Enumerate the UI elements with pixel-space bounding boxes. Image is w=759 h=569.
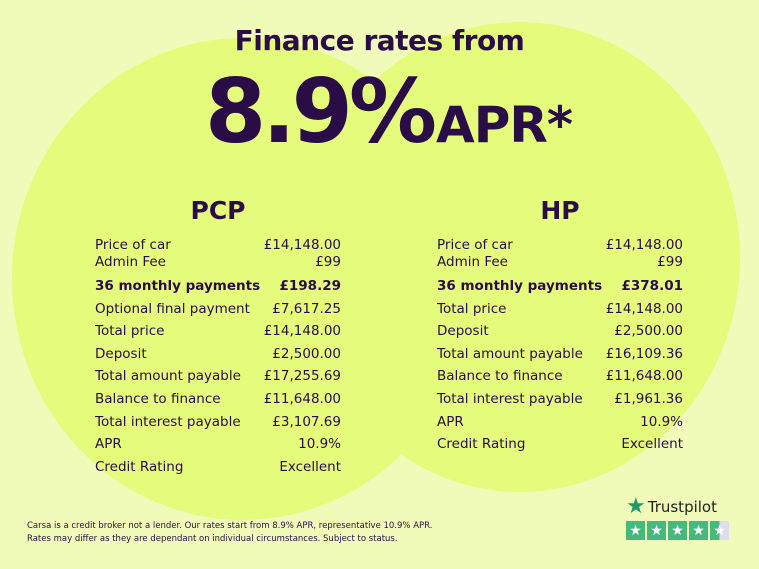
row-label: Total amount payable xyxy=(95,368,241,385)
hp-title: HP xyxy=(540,196,580,225)
trustpilot-label: Trustpilot xyxy=(647,497,717,516)
row-value: £11,648.00 xyxy=(263,390,341,407)
table-row: Price of car £14,148.00 xyxy=(95,237,341,254)
row-label: 36 monthly payments xyxy=(437,278,603,294)
table-row: APR 10.9% xyxy=(437,411,683,434)
row-label: Optional final payment xyxy=(95,300,250,317)
row-label: Total amount payable xyxy=(437,345,583,362)
row-label: 36 monthly payments xyxy=(95,278,261,294)
table-row: Total interest payable £3,107.69 xyxy=(95,411,341,434)
star-icon: ★ xyxy=(647,521,666,540)
row-label: Admin Fee xyxy=(437,254,508,270)
table-row: Total price £14,148.00 xyxy=(437,298,683,321)
table-row: Optional final payment £7,617.25 xyxy=(95,298,341,321)
table-row: Price of car £14,148.00 xyxy=(437,237,683,254)
row-value: £14,148.00 xyxy=(605,237,683,253)
table-row: APR 10.9% xyxy=(95,433,341,456)
rate-suffix: APR* xyxy=(436,96,573,154)
row-label: Total interest payable xyxy=(437,390,583,407)
row-value: 10.9% xyxy=(298,436,341,453)
row-label: Total interest payable xyxy=(95,413,241,430)
pcp-title: PCP xyxy=(190,196,246,225)
row-label: Deposit xyxy=(437,323,489,340)
row-value: Excellent xyxy=(621,436,683,453)
row-label: Total price xyxy=(95,323,165,340)
headline: Finance rates from xyxy=(234,24,525,57)
half-star-icon: ★ xyxy=(710,521,729,540)
pcp-table: PCP Price of car £14,148.00 Admin Fee £99 36… xyxy=(95,196,341,478)
table-row: Credit Rating Excellent xyxy=(95,456,341,479)
trustpilot-rating: ★ ★ ★ ★ ★ xyxy=(626,521,729,540)
disclaimer-line: Carsa is a credit broker not a lender. O… xyxy=(27,521,433,531)
star-icon: ★ xyxy=(626,494,646,519)
row-value: £2,500.00 xyxy=(614,323,683,340)
table-row: Total amount payable £17,255.69 xyxy=(95,365,341,388)
star-icon: ★ xyxy=(626,521,645,540)
hp-table: HP Price of car £14,148.00 Admin Fee £99 36 … xyxy=(437,196,683,456)
row-label: Price of car xyxy=(95,237,171,253)
table-row: Total price £14,148.00 xyxy=(95,320,341,343)
table-row: Deposit £2,500.00 xyxy=(95,343,341,366)
table-row: Deposit £2,500.00 xyxy=(437,320,683,343)
row-label: Price of car xyxy=(437,237,513,253)
row-value: £99 xyxy=(657,254,683,270)
row-value: £1,961.36 xyxy=(614,390,683,407)
star-icon: ★ xyxy=(689,521,708,540)
row-label: Credit Rating xyxy=(437,436,526,453)
trustpilot-badge: ★ Trustpilot ★ ★ ★ ★ ★ xyxy=(626,494,729,540)
row-value: £2,500.00 xyxy=(272,345,341,362)
row-value: £378.01 xyxy=(621,278,684,294)
row-label: APR xyxy=(437,413,464,430)
table-row: Admin Fee £99 xyxy=(437,254,683,271)
row-value: £14,148.00 xyxy=(263,323,341,340)
row-label: Admin Fee xyxy=(95,254,166,270)
decorative-circle-right xyxy=(300,22,740,492)
row-label: Balance to finance xyxy=(437,368,563,385)
table-row: Total amount payable £16,109.36 xyxy=(437,343,683,366)
table-row: Credit Rating Excellent xyxy=(437,433,683,456)
row-value: £3,107.69 xyxy=(272,413,341,430)
row-value: £14,148.00 xyxy=(605,300,683,317)
table-row: Balance to finance £11,648.00 xyxy=(95,388,341,411)
row-value: £16,109.36 xyxy=(605,345,683,362)
table-row: Balance to finance £11,648.00 xyxy=(437,365,683,388)
star-icon: ★ xyxy=(668,521,687,540)
row-label: APR xyxy=(95,436,122,453)
row-value: £14,148.00 xyxy=(263,237,341,253)
row-value: £17,255.69 xyxy=(263,368,341,385)
table-row: Admin Fee £99 xyxy=(95,254,341,271)
row-label: Deposit xyxy=(95,345,147,362)
rate: 8.9% xyxy=(205,60,437,163)
row-value: £11,648.00 xyxy=(605,368,683,385)
row-label: Balance to finance xyxy=(95,390,221,407)
row-value: £198.29 xyxy=(279,278,342,294)
table-row: Total interest payable £1,961.36 xyxy=(437,388,683,411)
disclaimer-line: Rates may differ as they are dependant o… xyxy=(27,534,398,544)
table-row: 36 monthly payments £378.01 xyxy=(437,275,683,298)
row-value: 10.9% xyxy=(640,413,683,430)
row-value: £7,617.25 xyxy=(272,300,341,317)
row-value: £99 xyxy=(315,254,341,270)
row-value: Excellent xyxy=(279,458,341,475)
row-label: Credit Rating xyxy=(95,458,184,475)
row-label: Total price xyxy=(437,300,507,317)
table-row: 36 monthly payments £198.29 xyxy=(95,275,341,298)
disclaimer: Carsa is a credit broker not a lender. O… xyxy=(27,520,432,546)
